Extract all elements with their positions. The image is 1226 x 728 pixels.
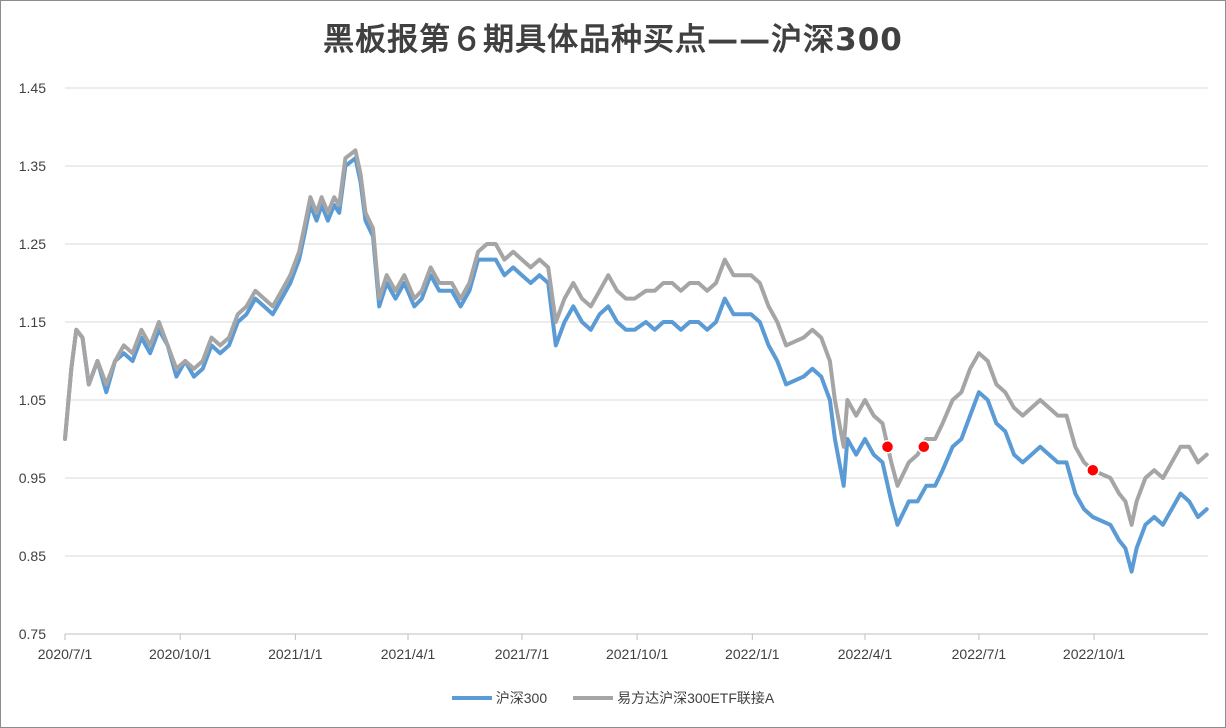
x-tick-label: 2021/1/1 [268, 646, 323, 662]
x-tick-label: 2021/4/1 [381, 646, 436, 662]
chart-title: 黑板报第６期具体品种买点——沪深300 [323, 22, 903, 58]
series-line-0 [63, 156, 1209, 574]
y-tick-label: 1.05 [19, 392, 46, 408]
x-tick-label: 2022/10/1 [1063, 646, 1125, 662]
legend-swatch-hs300 [451, 696, 492, 700]
x-tick-label: 2022/4/1 [838, 646, 893, 662]
buy-point [880, 440, 895, 454]
buy-point-markers [880, 440, 1100, 477]
legend-item-etf: 易方达沪深300ETF联接A [573, 688, 774, 708]
buy-point [917, 440, 931, 454]
x-axis: 2020/7/1 2020/10/1 2021/1/1 2021/4/1 2021/7/… [38, 633, 1208, 662]
y-tick-label: 0.75 [19, 626, 46, 642]
x-tick-label: 2022/1/1 [725, 646, 780, 662]
buy-point [1086, 463, 1100, 477]
legend-swatch-etf [573, 696, 614, 700]
series-lines [63, 148, 1209, 574]
grid-lines [65, 87, 1208, 557]
y-tick-label: 0.85 [19, 548, 46, 564]
y-axis-ticks: 0.75 0.85 0.95 1.05 1.15 1.25 1.35 1.45 [19, 80, 46, 642]
legend: 沪深300 易方达沪深300ETF联接A [0, 688, 1226, 708]
x-tick-label: 2020/7/1 [38, 646, 93, 662]
y-tick-label: 1.35 [19, 158, 46, 174]
x-tick-label: 2022/7/1 [952, 646, 1007, 662]
y-tick-label: 1.25 [19, 236, 46, 252]
legend-label-etf: 易方达沪深300ETF联接A [617, 690, 775, 706]
x-tick-label: 2021/10/1 [606, 646, 668, 662]
y-tick-label: 1.45 [19, 80, 46, 96]
series-line-1 [63, 148, 1209, 527]
y-tick-label: 0.95 [19, 470, 46, 486]
legend-label-hs300: 沪深300 [495, 690, 548, 706]
legend-item-hs300: 沪深300 [451, 688, 548, 708]
x-tick-label: 2020/10/1 [149, 646, 211, 662]
y-tick-label: 1.15 [19, 314, 46, 330]
x-tick-label: 2021/7/1 [495, 646, 550, 662]
